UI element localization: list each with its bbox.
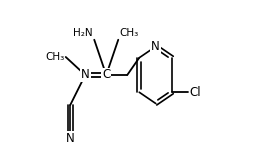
Text: N: N (151, 40, 160, 53)
Text: CH₃: CH₃ (120, 28, 139, 38)
Text: N: N (81, 69, 90, 81)
Text: CH₃: CH₃ (45, 52, 64, 62)
Text: H₂N: H₂N (73, 28, 93, 38)
Text: C: C (102, 69, 110, 81)
Text: Cl: Cl (189, 86, 201, 99)
Text: N: N (66, 132, 75, 144)
